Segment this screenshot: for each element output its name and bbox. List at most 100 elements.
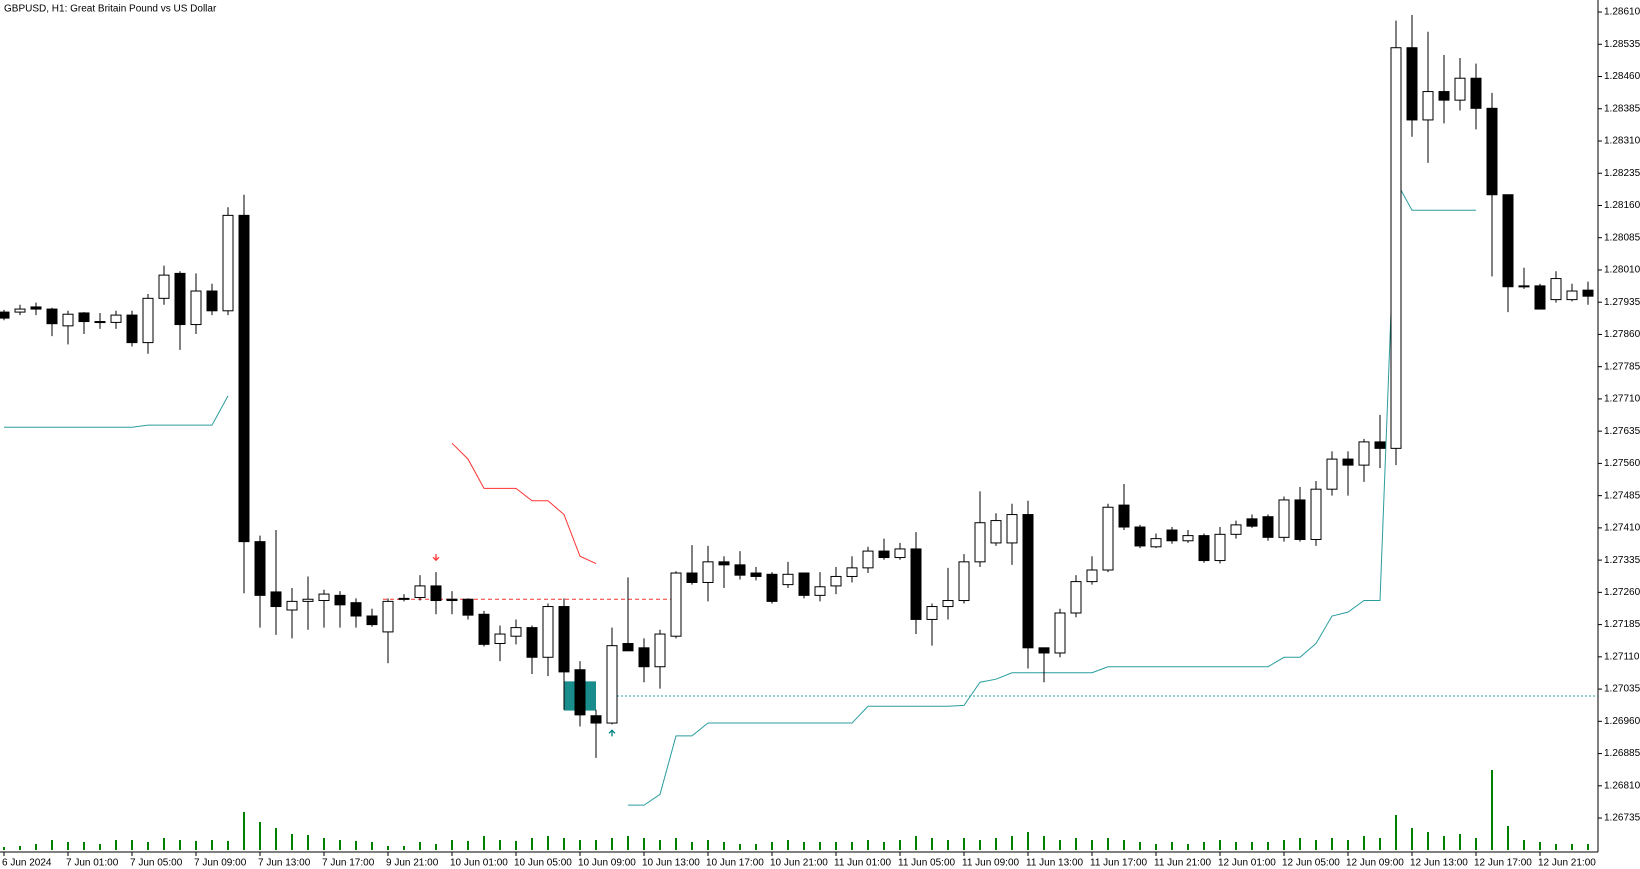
candle-body [670, 572, 682, 637]
candle-body [1262, 516, 1274, 538]
candle-body [622, 643, 634, 652]
x-tick-label: 10 Jun 01:00 [450, 858, 508, 869]
y-tick-label: 1.27185 [1604, 619, 1640, 630]
candle-body [62, 313, 74, 327]
candle-body [1438, 91, 1450, 101]
candle-body [526, 627, 538, 658]
candle-body [990, 520, 1002, 544]
candle-body [110, 314, 122, 323]
candle-body [1486, 107, 1498, 196]
candle-body [1358, 441, 1370, 466]
candle-body [590, 715, 602, 724]
x-tick-label: 9 Jun 21:00 [386, 858, 439, 869]
candle-body [798, 572, 810, 596]
candle-body [942, 600, 954, 608]
candle-body [718, 561, 730, 566]
x-tick-label: 12 Jun 09:00 [1346, 858, 1404, 869]
candle-body [414, 585, 426, 599]
x-tick-label: 11 Jun 17:00 [1090, 858, 1148, 869]
candle-body [1454, 77, 1466, 101]
y-tick-label: 1.28310 [1604, 136, 1640, 147]
candle-body [318, 593, 330, 602]
candle-body [1278, 499, 1290, 538]
candle-body [430, 585, 442, 602]
candle-body [558, 606, 570, 673]
candle-body [1518, 285, 1530, 288]
y-tick-label: 1.28610 [1604, 7, 1640, 18]
y-tick-label: 1.28085 [1604, 232, 1640, 243]
candle-body [1246, 518, 1258, 527]
candle-body [1006, 514, 1018, 544]
y-tick-label: 1.27485 [1604, 490, 1640, 501]
y-tick-label: 1.26810 [1604, 780, 1640, 791]
y-tick-label: 1.26735 [1604, 813, 1640, 824]
candle-body [542, 606, 554, 658]
candle-body [926, 606, 938, 620]
y-tick-label: 1.27785 [1604, 361, 1640, 372]
candle-body [14, 308, 26, 313]
sell-arrow [432, 554, 440, 562]
x-tick-label: 10 Jun 09:00 [578, 858, 636, 869]
candle-body [1198, 535, 1210, 562]
overlay-line [4, 395, 229, 428]
y-tick-label: 1.26885 [1604, 748, 1640, 759]
x-tick-label: 12 Jun 17:00 [1474, 858, 1532, 869]
y-tick-label: 1.28385 [1604, 103, 1640, 114]
x-tick-label: 10 Jun 05:00 [514, 858, 572, 869]
x-tick-label: 11 Jun 09:00 [962, 858, 1020, 869]
candle-body [1470, 77, 1482, 109]
candle-body [766, 573, 778, 602]
x-tick-label: 7 Jun 01:00 [66, 858, 119, 869]
x-tick-label: 10 Jun 13:00 [642, 858, 700, 869]
candle-body [782, 573, 794, 586]
y-tick-label: 1.28010 [1604, 265, 1640, 276]
candle-body [1534, 285, 1546, 310]
candle-body [862, 550, 874, 569]
candle-body [1326, 458, 1338, 490]
candle-body [574, 669, 586, 716]
x-tick-label: 11 Jun 13:00 [1026, 858, 1084, 869]
x-tick-label: 10 Jun 17:00 [706, 858, 764, 869]
x-tick-label: 7 Jun 17:00 [322, 858, 375, 869]
y-tick-label: 1.28235 [1604, 168, 1640, 179]
candle-body [350, 602, 362, 617]
candle-body [1150, 538, 1162, 548]
x-tick-label: 6 Jun 2024 [2, 858, 52, 869]
candle-body [894, 548, 906, 559]
candle-body [302, 598, 314, 602]
candle-body [1086, 569, 1098, 583]
overlay-line [628, 179, 1476, 806]
candle-body [174, 272, 186, 326]
buy-arrow [608, 729, 616, 737]
y-tick-label: 1.27035 [1604, 684, 1640, 695]
candle-body [686, 572, 698, 583]
candle-body [1166, 529, 1178, 542]
candle-body [1102, 506, 1114, 571]
y-tick-label: 1.27860 [1604, 329, 1640, 340]
y-tick-label: 1.26960 [1604, 716, 1640, 727]
candle-body [638, 647, 650, 668]
candle-body [1422, 91, 1434, 121]
x-tick-label: 11 Jun 05:00 [898, 858, 956, 869]
candle-body [1054, 612, 1066, 654]
candle-body [446, 598, 458, 602]
candle-body [46, 308, 58, 325]
candle-body [1566, 290, 1578, 301]
x-tick-label: 7 Jun 09:00 [194, 858, 247, 869]
candle-body [30, 306, 42, 310]
y-tick-label: 1.27560 [1604, 458, 1640, 469]
candle-body [1038, 647, 1050, 654]
candle-body [814, 586, 826, 596]
candle-body [974, 522, 986, 563]
candle-body [702, 561, 714, 583]
y-tick-label: 1.28460 [1604, 71, 1640, 82]
x-tick-label: 7 Jun 13:00 [258, 858, 311, 869]
candle-body [1582, 289, 1594, 297]
candle-body [1502, 194, 1514, 288]
candle-body [238, 214, 250, 543]
candle-body [1134, 526, 1146, 547]
candle-body [1070, 581, 1082, 614]
candle-body [126, 314, 138, 344]
